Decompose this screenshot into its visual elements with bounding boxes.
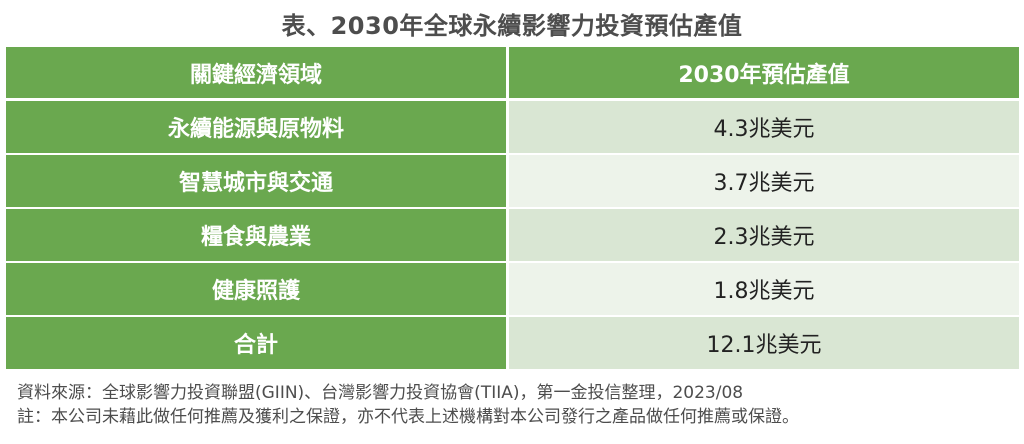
row-label-total: 合計	[6, 317, 509, 371]
row-value-smart-city: 3.7兆美元	[509, 155, 1019, 209]
row-label-healthcare: 健康照護	[6, 263, 509, 317]
row-value-healthcare: 1.8兆美元	[509, 263, 1019, 317]
row-value-sustainable-energy: 4.3兆美元	[509, 101, 1019, 155]
row-value-food-agriculture: 2.3兆美元	[509, 209, 1019, 263]
column-header-sector: 關鍵經濟領域	[6, 47, 509, 101]
disclaimer-note: 註：本公司未藉此做任何推薦及獲利之保證，亦不代表上述機構對本公司發行之產品做任何…	[17, 407, 799, 427]
table-title: 表、2030年全球永續影響力投資預估產值	[281, 12, 743, 40]
row-label-food-agriculture: 糧食與農業	[6, 209, 509, 263]
row-value-total: 12.1兆美元	[509, 317, 1019, 371]
data-table: 關鍵經濟領域 2030年預估產值 永續能源與原物料 4.3兆美元 智慧城市與交通…	[6, 47, 1019, 371]
row-label-sustainable-energy: 永續能源與原物料	[6, 101, 509, 155]
source-note: 資料來源：全球影響力投資聯盟(GIIN)、台灣影響力投資協會(TIIA)，第一金…	[17, 383, 744, 403]
column-header-value: 2030年預估產值	[509, 47, 1019, 101]
footnotes: 資料來源：全球影響力投資聯盟(GIIN)、台灣影響力投資協會(TIIA)，第一金…	[17, 381, 1017, 429]
row-label-smart-city: 智慧城市與交通	[6, 155, 509, 209]
